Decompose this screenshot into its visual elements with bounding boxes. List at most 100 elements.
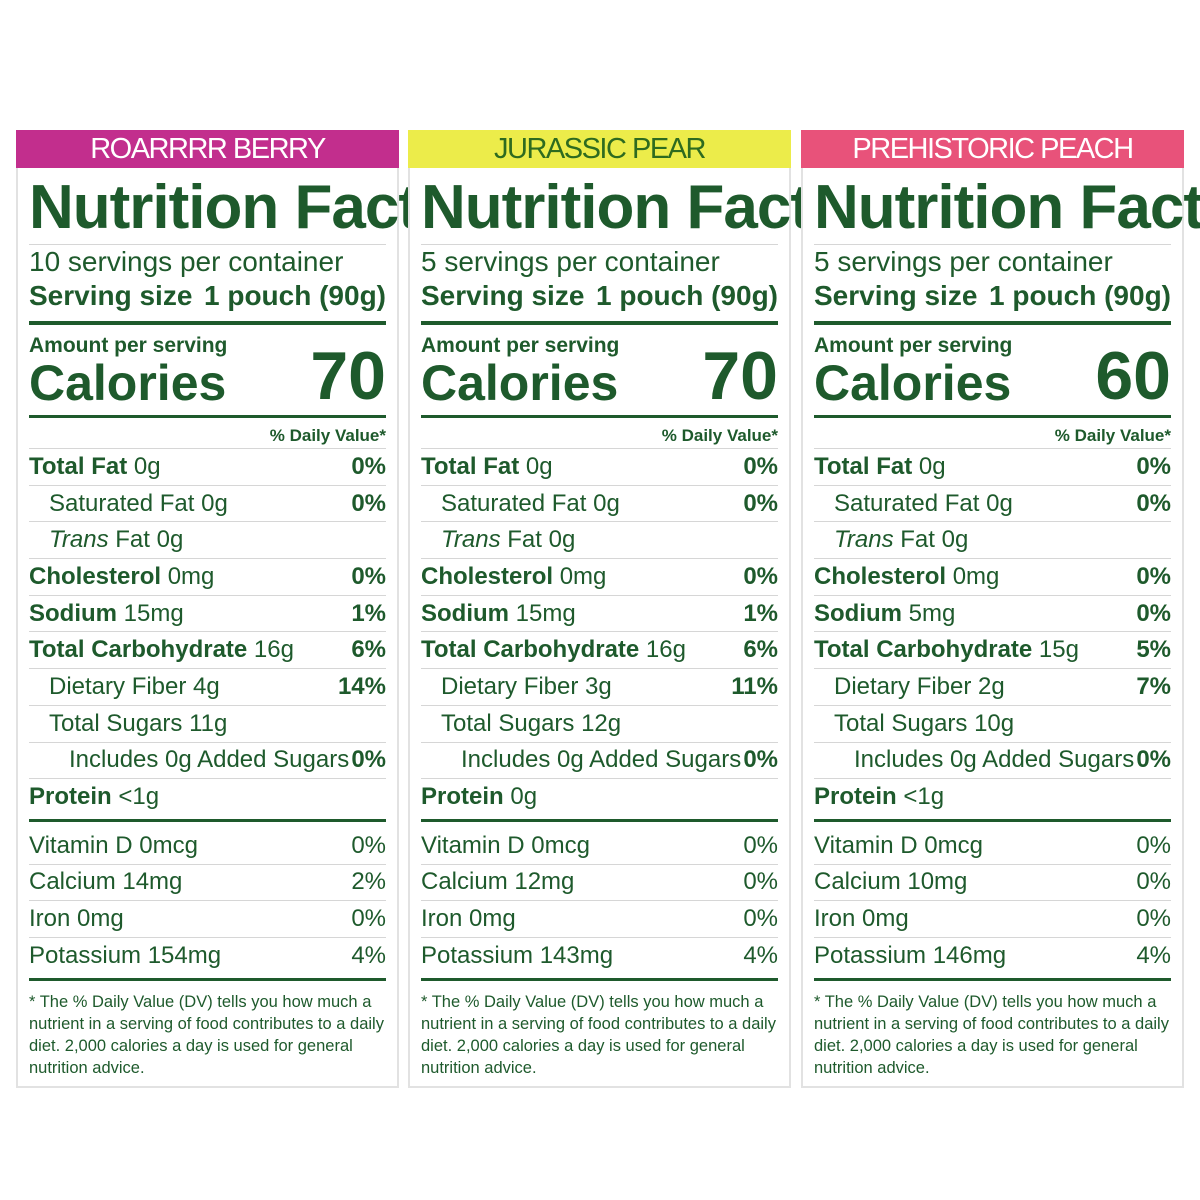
medium-divider xyxy=(421,415,778,418)
nutrient-row: Protein <1g xyxy=(29,778,386,815)
vitamin-daily-value: 0% xyxy=(743,831,778,859)
serving-size-value: 1 pouch (90g) xyxy=(203,280,386,311)
daily-value-header: % Daily Value* xyxy=(269,426,386,445)
vitamin-name: Vitamin D 0mcg xyxy=(421,831,590,859)
flavor-banner: PREHISTORIC PEACH xyxy=(801,130,1184,168)
nutrient-amount: 16g xyxy=(645,636,686,664)
vitamin-daily-value: 2% xyxy=(351,868,386,896)
nutrition-label: Nutrition Facts 5 servings per container S… xyxy=(421,170,844,1079)
nutrient-name: Trans xyxy=(834,526,894,554)
nutrient-row: Includes 0g Added Sugars 0% xyxy=(29,741,386,779)
calories-value: 60 xyxy=(1095,338,1171,414)
vitamin-row: Calcium 14mg 2% xyxy=(29,865,386,902)
medium-divider xyxy=(814,415,1171,418)
flavor-banner: ROARRRR BERRY xyxy=(16,130,399,168)
vitamin-row: Vitamin D 0mcg 0% xyxy=(814,828,1171,865)
nutrition-label: Nutrition Facts 10 servings per container… xyxy=(29,170,452,1079)
nutrient-name: Dietary Fiber xyxy=(49,672,187,700)
calories-label: Calories xyxy=(814,355,1012,411)
nutrient-amount: 16g xyxy=(253,636,294,664)
nutrient-daily-value: 0% xyxy=(743,489,778,517)
nutrient-amount: 0g xyxy=(133,452,161,480)
daily-value-footnote: * The % Daily Value (DV) tells you how m… xyxy=(29,992,384,1077)
nutrient-name-group: Sodium 5mg xyxy=(814,600,955,628)
nutrient-name-group: Trans Fat 0g xyxy=(29,526,183,554)
nutrition-label: Nutrition Facts 5 servings per container S… xyxy=(814,170,1200,1079)
serving-size-value: 1 pouch (90g) xyxy=(595,280,778,311)
thick-divider xyxy=(814,321,1171,325)
nutrient-amount: 11g xyxy=(189,709,228,737)
nutrient-name: Total Sugars xyxy=(834,709,968,737)
nutrient-amount: 0g xyxy=(593,489,620,517)
nutrient-row: Trans Fat 0g xyxy=(814,521,1171,558)
nutrient-amount: 0mg xyxy=(559,562,607,590)
vitamin-daily-value: 4% xyxy=(1136,941,1171,969)
serving-size: Serving size 1 pouch (90g) xyxy=(421,279,778,319)
vitamin-daily-value: 0% xyxy=(1136,868,1171,896)
nutrient-name-group: Trans Fat 0g xyxy=(814,526,968,554)
nutrient-name: Total Fat xyxy=(814,452,913,480)
calories-row: Calories 70 xyxy=(421,341,778,411)
footnote-divider xyxy=(29,977,386,981)
vitamin-name: Iron 0mg xyxy=(814,905,909,933)
nutrient-name: Total Carbohydrate xyxy=(814,636,1033,664)
vitamins-minerals: Vitamin D 0mcg 0% Calcium 12mg 0% Iron 0mg 0%… xyxy=(421,818,778,974)
nutrient-daily-value: 0% xyxy=(1136,489,1171,517)
nutrient-name-group: Cholesterol 0mg xyxy=(29,563,214,591)
vitamin-row: Potassium 143mg 4% xyxy=(421,938,778,974)
nutrient-daily-value: 1% xyxy=(743,599,778,627)
vitamin-name: Calcium 12mg xyxy=(421,868,575,896)
vitamin-name: Potassium 154mg xyxy=(29,941,222,969)
nutrient-name-group: Protein <1g xyxy=(29,783,159,811)
nutrient-row: Trans Fat 0g xyxy=(29,521,386,558)
nutrient-name: Includes 0g Added Sugars xyxy=(69,746,350,774)
nutrient-name-group: Trans Fat 0g xyxy=(421,526,575,554)
amount-per-serving: Amount per serving xyxy=(814,334,1013,357)
vitamins-minerals: Vitamin D 0mcg 0% Calcium 10mg 0% Iron 0mg 0%… xyxy=(814,818,1171,974)
nutrient-daily-value: 0% xyxy=(351,562,386,590)
nutrient-row: Total Fat 0g 0% xyxy=(814,448,1171,485)
nutrient-name-group: Saturated Fat 0g xyxy=(29,490,228,518)
vitamin-name: Vitamin D 0mcg xyxy=(29,831,198,859)
vitamin-daily-value: 0% xyxy=(1136,831,1171,859)
calories-row: Calories 70 xyxy=(29,341,386,411)
nutrient-row: Total Carbohydrate 15g 5% xyxy=(814,631,1171,668)
nutrient-row: Trans Fat 0g xyxy=(421,521,778,558)
thick-divider xyxy=(29,321,386,325)
nutrient-row: Saturated Fat 0g 0% xyxy=(29,484,386,522)
nutrient-amount: 2g xyxy=(978,672,1005,700)
nutrient-daily-value: 6% xyxy=(743,636,778,664)
nutrient-daily-value: 0% xyxy=(743,452,778,480)
vitamin-name: Iron 0mg xyxy=(29,905,124,933)
nutrient-name-group: Dietary Fiber 3g xyxy=(421,673,612,701)
footnote-divider xyxy=(421,977,778,981)
nutrient-name-group: Cholesterol 0mg xyxy=(421,563,606,591)
nutrient-row: Total Sugars 10g xyxy=(814,704,1171,742)
calories-row: Calories 60 xyxy=(814,341,1171,411)
nutrient-name: Cholesterol xyxy=(814,562,947,590)
vitamin-name: Potassium 143mg xyxy=(421,941,614,969)
vitamin-row: Vitamin D 0mcg 0% xyxy=(421,828,778,865)
nutrient-name: Total Carbohydrate xyxy=(29,636,248,664)
nutrient-name-group: Protein 0g xyxy=(421,783,537,811)
flavor-banner: JURASSIC PEAR xyxy=(408,130,791,168)
calories-value: 70 xyxy=(310,338,386,414)
nutrient-row: Cholesterol 0mg 0% xyxy=(814,558,1171,595)
nutrient-amount: <1g xyxy=(118,783,160,811)
nutrient-row: Saturated Fat 0g 0% xyxy=(421,484,778,522)
nutrient-name: Protein xyxy=(814,783,897,811)
nutrient-row: Dietary Fiber 2g 7% xyxy=(814,668,1171,705)
nutrient-name: Saturated Fat xyxy=(49,489,195,517)
daily-value-footnote: * The % Daily Value (DV) tells you how m… xyxy=(814,992,1169,1077)
nutrition-panel: JURASSIC PEAR Nutrition Facts 5 servings p… xyxy=(408,130,844,1088)
vitamins-minerals: Vitamin D 0mcg 0% Calcium 14mg 2% Iron 0mg 0%… xyxy=(29,818,386,974)
nutrient-row: Total Fat 0g 0% xyxy=(29,448,386,485)
nutrient-daily-value: 11% xyxy=(731,672,778,700)
nutrition-facts-title: Nutrition Facts xyxy=(421,173,844,242)
nutrient-daily-value: 14% xyxy=(337,672,386,700)
nutrient-name-group: Total Carbohydrate 16g xyxy=(421,636,686,664)
nutrient-name: Includes 0g Added Sugars xyxy=(854,746,1135,774)
nutrient-amount: 0mg xyxy=(952,562,1000,590)
nutrient-row: Total Sugars 11g xyxy=(29,704,386,742)
nutrient-daily-value: 0% xyxy=(743,746,778,774)
